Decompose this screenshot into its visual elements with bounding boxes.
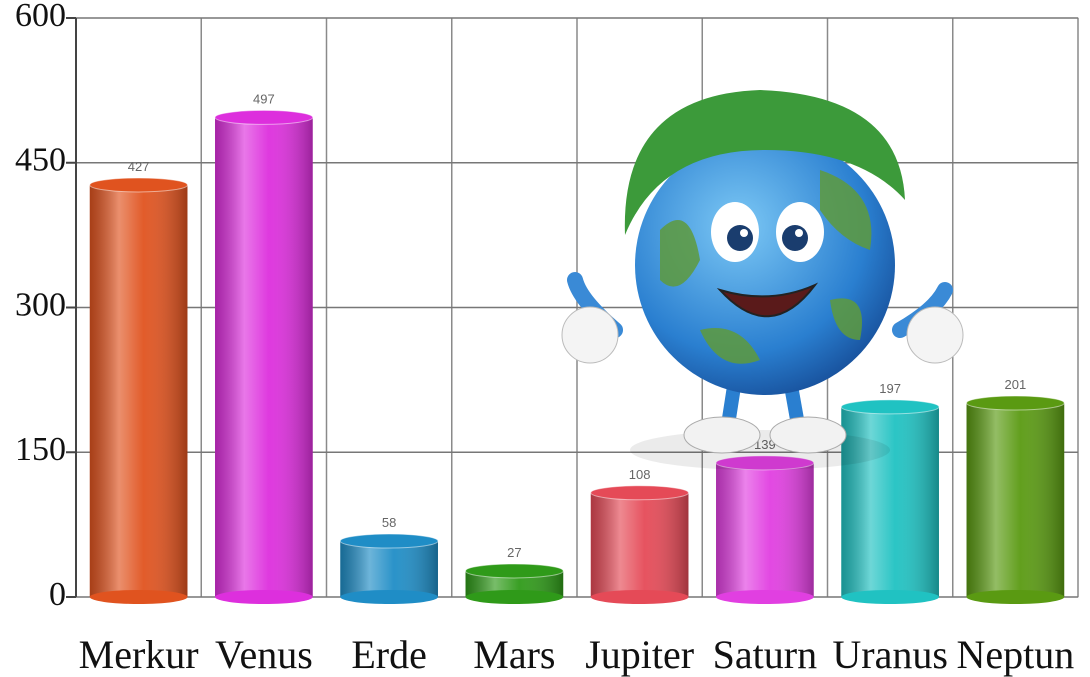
bar-shade xyxy=(340,541,438,597)
x-tick-label: Jupiter xyxy=(585,632,694,677)
value-label: 197 xyxy=(879,381,901,396)
x-tick-label: Mars xyxy=(473,632,555,677)
y-tick-label: 600 xyxy=(15,0,66,34)
y-tick-label: 150 xyxy=(15,431,66,468)
bar-base xyxy=(89,590,188,604)
x-tick-label: Uranus xyxy=(832,632,948,677)
bar-top xyxy=(590,485,689,501)
value-label: 427 xyxy=(128,159,150,174)
bar-top xyxy=(966,395,1065,411)
bar-shade xyxy=(841,406,939,597)
value-label: 139 xyxy=(754,437,776,452)
bar-shade xyxy=(716,462,814,597)
bar-base xyxy=(716,590,814,604)
x-tick-label: Erde xyxy=(351,632,427,677)
bar-top xyxy=(840,399,940,415)
earth-mascot xyxy=(561,90,964,470)
bar-base xyxy=(465,590,564,604)
value-label: 201 xyxy=(1005,377,1027,392)
value-label: 497 xyxy=(253,91,275,106)
bar-shade xyxy=(215,117,313,598)
x-tick-label: Merkur xyxy=(79,632,199,677)
plot-area: 0 150 300 450 600 427 Merkur 497 Venus 58 Erde 27 Ma… xyxy=(15,0,1079,677)
bar-shade xyxy=(966,403,1065,597)
y-tick-label: 0 xyxy=(49,576,66,613)
bar-top xyxy=(89,177,188,193)
bar-base xyxy=(590,590,689,604)
bar-base xyxy=(215,590,313,604)
bar-top xyxy=(465,563,564,579)
y-tick-label: 300 xyxy=(15,286,66,323)
value-label: 27 xyxy=(507,545,521,560)
x-tick-label: Neptun xyxy=(956,632,1074,677)
bar-base xyxy=(340,590,438,604)
x-tick-label: Saturn xyxy=(713,632,817,677)
bar-top xyxy=(715,455,815,471)
value-label: 58 xyxy=(382,515,396,530)
bar-shade xyxy=(89,184,188,597)
bar-shade xyxy=(590,492,689,597)
bar-top xyxy=(214,109,314,125)
value-label: 108 xyxy=(629,467,651,482)
x-tick-label: Venus xyxy=(215,632,313,677)
y-tick-label: 450 xyxy=(15,142,66,179)
bar-base xyxy=(841,590,939,604)
bar-top xyxy=(339,533,439,549)
bar-base xyxy=(966,590,1065,604)
